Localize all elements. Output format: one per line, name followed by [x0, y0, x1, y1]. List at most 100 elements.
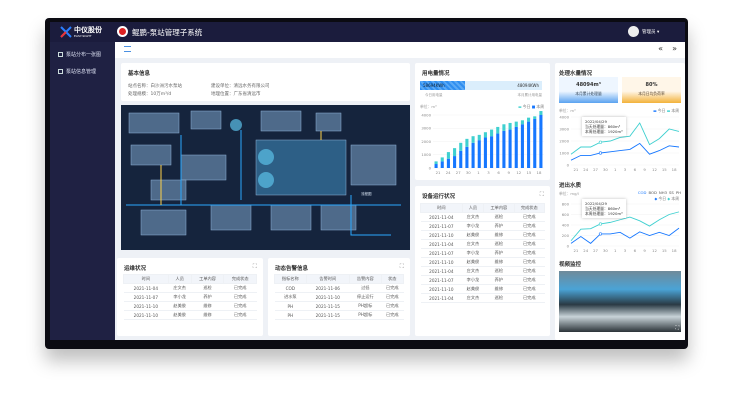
table-row[interactable]: 2021-11-07 李小龙 养护 已完成	[123, 292, 257, 302]
bar-week	[520, 124, 524, 168]
table-row[interactable]: 2021-11-10 赵美俊 维修 已完成	[420, 230, 545, 240]
tooltip: 2022/04/29 当天处理量：860m³ 本周处理量：1920m³	[582, 199, 626, 218]
y-tick-label: 3000	[559, 126, 569, 131]
table-cell: 2021-11-04	[420, 293, 463, 303]
table-cell: 李小龙	[462, 275, 484, 285]
equipment-table: 时间 人员 工单内容 完成状态 2021-11-04 庄文杰 巡检 已完成 2021-11-07…	[420, 203, 546, 303]
table-row[interactable]: 2021-11-04 庄文杰 巡检 已完成	[123, 283, 257, 293]
x-tick-label: 6	[634, 248, 637, 253]
table-header: 时间 人员 工单内容 完成状态	[123, 274, 257, 284]
table-cell: 2021-11-07	[123, 292, 169, 302]
series-line-今日	[570, 142, 680, 161]
series-line-本周	[570, 211, 680, 242]
table-cell: 维修	[483, 284, 515, 294]
fullscreen-icon[interactable]: ⛶	[399, 263, 404, 270]
table-row[interactable]: 2021-11-10 赵美俊 维修 已完成	[420, 257, 545, 267]
card-title: 用电量情况	[422, 71, 450, 77]
x-tick-label: 21	[573, 167, 578, 172]
table-cell: PH	[274, 310, 307, 320]
table-cell: 2021-11-10	[123, 310, 169, 320]
table-cell: 巡检	[483, 266, 515, 276]
table-row[interactable]: PH 2021-11-15 PH超标 已完成	[274, 310, 404, 320]
table-cell: 巡检	[483, 212, 515, 222]
maintenance-card: 运维状况 ⛶ 时间 人员 工单内容 完成状态 2021-11-04 庄文杰 巡检 已完成 202…	[117, 258, 263, 336]
column-header: 完成状态	[513, 203, 546, 213]
column-header: 时间	[420, 203, 463, 213]
table-row[interactable]: PH 2021-11-15 PH超标 已完成	[274, 301, 404, 311]
bar-week	[496, 133, 500, 168]
table-cell: 已完成	[514, 212, 545, 222]
brand-name-en: EASY-SIGHT	[74, 34, 92, 38]
table-row[interactable]: COD 2021-11-06 过低 已完成	[274, 283, 404, 293]
prev-icon[interactable]: «	[658, 44, 663, 53]
y-tick-label: 600	[562, 212, 570, 217]
fullscreen-icon[interactable]: ⛶	[675, 325, 679, 331]
menu-toggle-icon[interactable]	[124, 46, 131, 52]
quality-tab-ph[interactable]: PH	[675, 190, 681, 195]
quality-tab-nh3[interactable]: NH3	[658, 190, 668, 195]
bar-today	[483, 132, 487, 138]
table-row[interactable]: 2021-11-04 庄文杰 巡检 已完成	[420, 293, 545, 303]
legend: ▬ 今日 ■ 本周	[517, 104, 544, 109]
power-bar-chart: 0 1000 2000 3000 4000 21 24 27 30 1 3 6 9 12 15 18	[421, 111, 544, 175]
fullscreen-icon[interactable]: ⛶	[539, 191, 544, 198]
quality-tab-ss[interactable]: SS	[669, 190, 674, 195]
card-title: 基本信息	[128, 71, 151, 77]
quality-tab-cod[interactable]: COD	[637, 190, 647, 195]
table-row[interactable]: 2021-11-10 赵美俊 维修 已完成	[123, 301, 257, 311]
table-cell: 养护	[483, 275, 515, 285]
quality-tab-bod[interactable]: BOD	[648, 190, 657, 195]
legend: ▬ 今日 ▬ 本周	[652, 108, 679, 113]
bar-today	[471, 136, 475, 143]
x-tick-label: 3	[624, 167, 627, 172]
table-row[interactable]: 2021-11-10 赵美俊 维修 已完成	[123, 310, 257, 320]
table-row[interactable]: 2021-11-07 李小龙 养护 已完成	[420, 275, 545, 285]
table-header: 时间 人员 工单内容 完成状态	[420, 203, 546, 213]
table-cell: 维修	[191, 301, 224, 311]
table-row[interactable]: 2021-11-10 赵美俊 维修 已完成	[420, 284, 545, 294]
table-cell: 维修	[191, 310, 224, 320]
table-cell: 2021-11-10	[420, 284, 463, 294]
series-line-今日	[570, 227, 680, 244]
x-tick-label: 15	[662, 167, 667, 172]
sidebar-item-info[interactable]: 泵站信息管理	[50, 63, 115, 80]
table-cell: 2021-11-04	[420, 212, 463, 222]
stat-load: 80% 本月日均负荷率	[622, 77, 681, 103]
table-cell: 李小龙	[462, 248, 484, 258]
x-tick-label: 12	[652, 167, 657, 172]
table-cell: 已完成	[514, 248, 545, 258]
column-header: 告警时间	[305, 274, 350, 284]
card-title: 运维状况	[124, 266, 147, 272]
table-row[interactable]: 2021-11-07 李小龙 养护 已完成	[420, 221, 545, 231]
table-cell: 2021-11-10	[306, 292, 350, 302]
data-point	[598, 222, 603, 226]
process-diagram[interactable]: 流程图	[121, 105, 410, 250]
table-cell: 2021-11-04	[420, 266, 463, 276]
video-feed[interactable]: ⛶	[559, 271, 681, 332]
table-cell: 2021-11-04	[123, 283, 169, 293]
table-cell: 已完成	[223, 310, 257, 320]
bar-week	[539, 115, 543, 168]
fullscreen-icon[interactable]: ⛶	[252, 263, 257, 270]
table-row[interactable]: 2021-11-04 庄文杰 巡检 已完成	[420, 239, 545, 249]
table-row[interactable]: 进水泵 2021-11-10 停止运行 已完成	[274, 292, 404, 302]
bar-week	[483, 137, 487, 168]
table-cell: 已完成	[514, 293, 545, 303]
column-header: 人员	[167, 274, 192, 284]
y-tick-label: 0	[567, 162, 570, 167]
table-cell: 庄文杰	[462, 293, 484, 303]
table-row[interactable]: 2021-11-04 庄文杰 巡检 已完成	[420, 212, 545, 222]
table-row[interactable]: 2021-11-04 庄文杰 巡检 已完成	[420, 266, 545, 276]
table-cell: 养护	[483, 248, 515, 258]
bar-week	[471, 142, 475, 168]
next-icon[interactable]: »	[672, 44, 677, 53]
table-row[interactable]: 2021-11-07 李小龙 养护 已完成	[420, 248, 545, 258]
user-menu[interactable]: 管理员 ▾	[642, 29, 659, 35]
unit-label: 单位：m³	[559, 108, 576, 113]
alarm-table: 指标名称 告警时间 告警内容 状态 COD 2021-11-06 过低 已完成 进水泵 2021-…	[274, 274, 405, 320]
card-title: 处理水量情况	[559, 71, 593, 77]
sidebar-item-map[interactable]: 泵站分布一张图	[50, 46, 115, 63]
x-tick-label: 1	[614, 248, 617, 253]
avatar[interactable]	[628, 26, 639, 37]
x-tick-label: 30	[466, 170, 471, 175]
